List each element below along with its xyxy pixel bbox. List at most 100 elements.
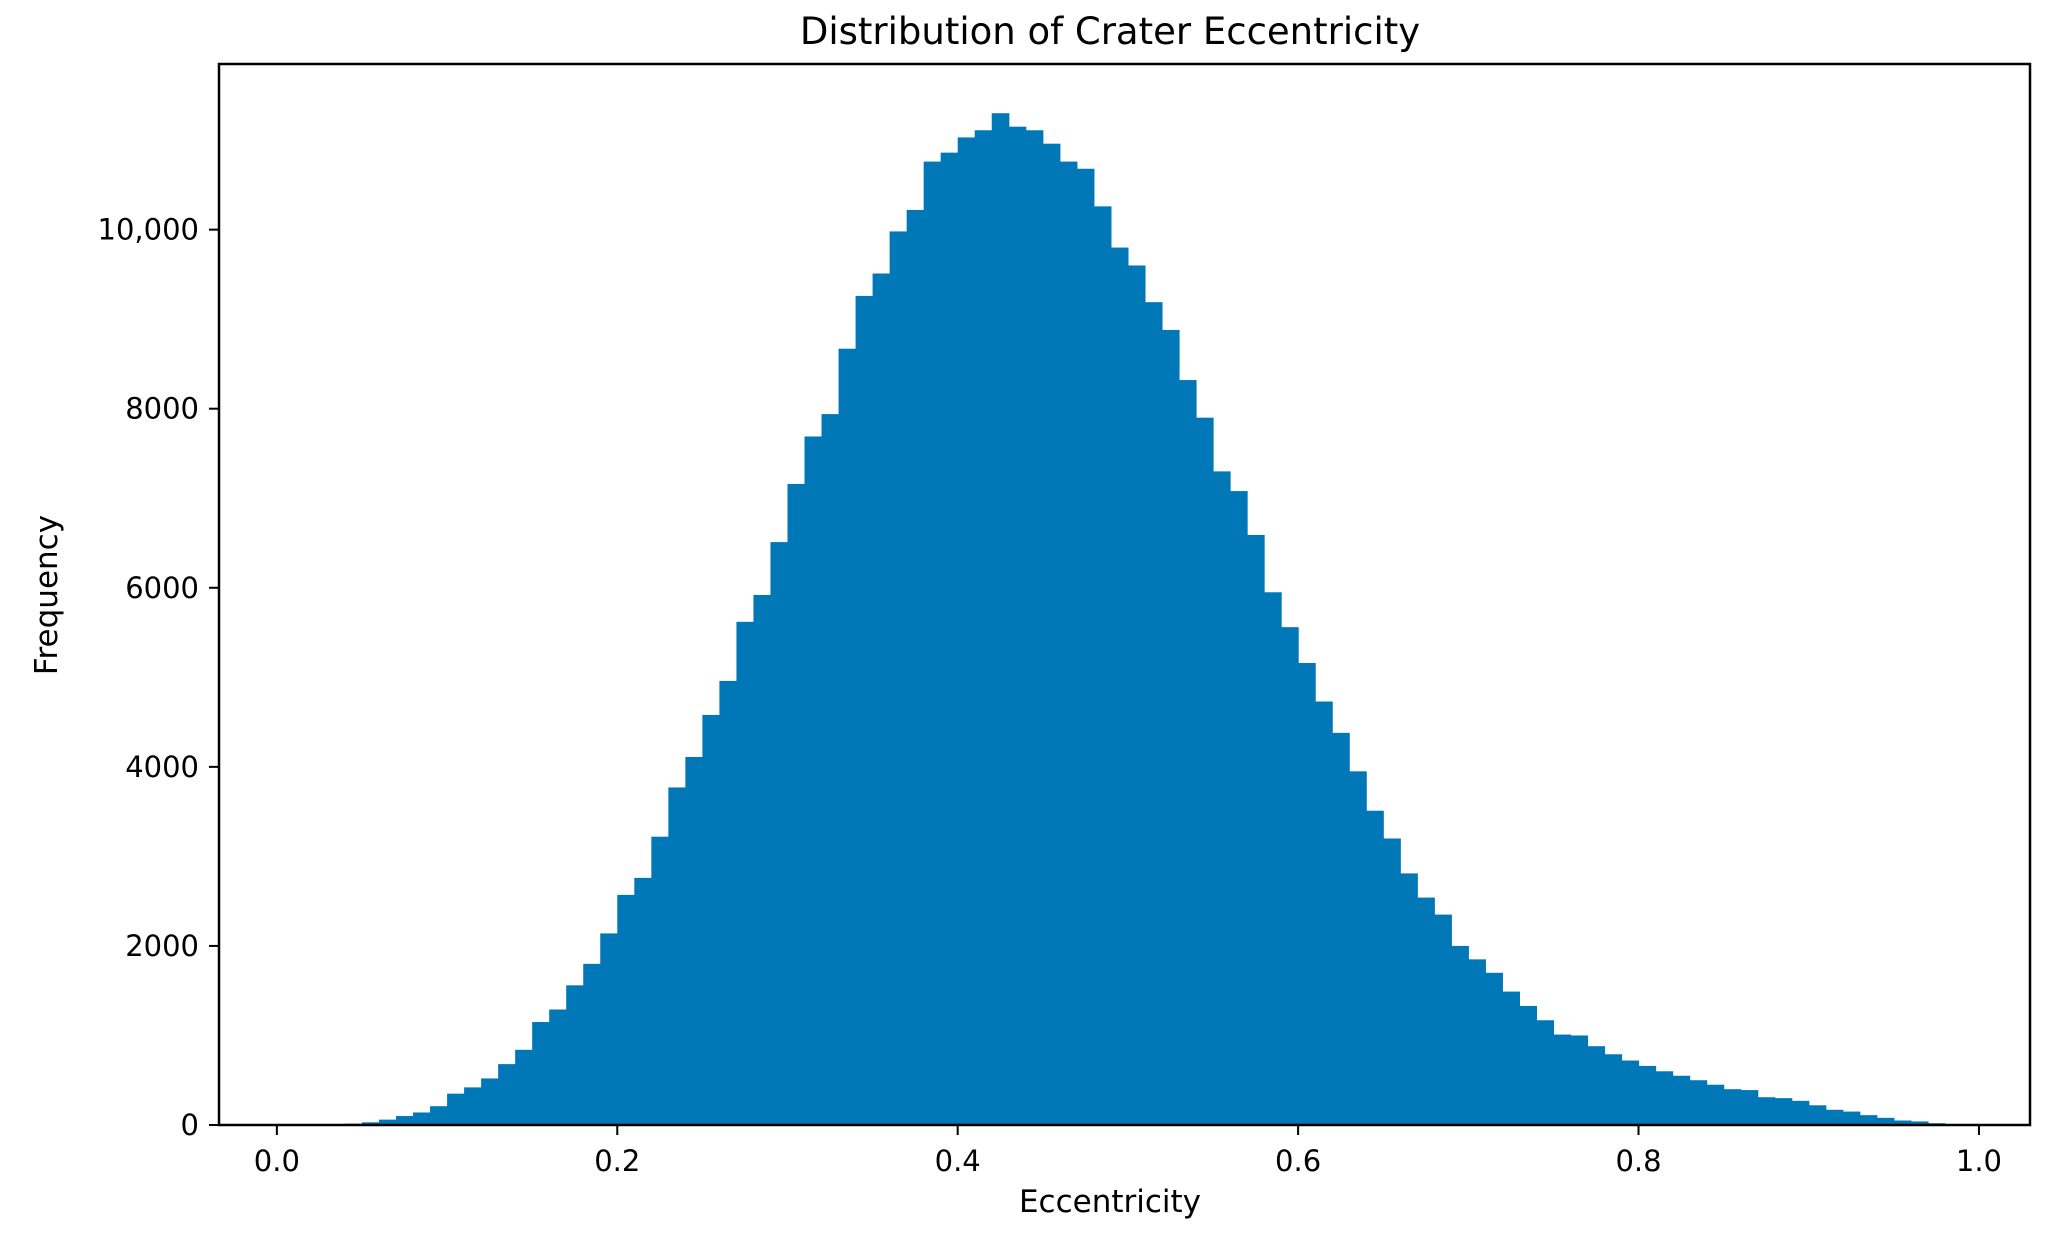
- histogram-bar: [481, 1078, 499, 1125]
- histogram-bar: [1791, 1100, 1810, 1125]
- histogram-bar: [1366, 810, 1384, 1125]
- histogram-bar: [1808, 1105, 1827, 1125]
- histogram-bar: [940, 152, 959, 1125]
- histogram-bar: [702, 714, 721, 1125]
- histogram-bar: [430, 1106, 448, 1125]
- y-tick-label: 2000: [125, 929, 199, 963]
- histogram-bar: [719, 680, 738, 1125]
- histogram-bar: [804, 436, 823, 1126]
- histogram-bar: [736, 621, 755, 1125]
- x-tick-label: 0.4: [935, 1144, 981, 1178]
- y-tick-label: 6000: [125, 571, 199, 605]
- histogram-bar: [1672, 1075, 1691, 1125]
- histogram-bar: [1519, 1005, 1537, 1125]
- x-tick-label: 0.6: [1275, 1144, 1321, 1178]
- histogram-bar: [1451, 945, 1469, 1125]
- histogram-bar: [1298, 662, 1316, 1125]
- x-tick-label: 0.2: [594, 1144, 640, 1178]
- histogram-bar: [1213, 471, 1231, 1125]
- histogram-bar: [1247, 534, 1265, 1125]
- histogram-bar: [991, 113, 1010, 1126]
- histogram-bar: [1025, 130, 1044, 1125]
- histogram-bar: [1553, 1034, 1572, 1125]
- histogram-bar: [974, 130, 993, 1125]
- x-tick-label: 0.8: [1615, 1144, 1661, 1178]
- histogram-bar: [957, 137, 976, 1126]
- histogram-bar: [413, 1112, 431, 1125]
- histogram-bar: [1230, 491, 1248, 1126]
- histogram-bar: [889, 231, 908, 1125]
- y-tick-label: 8000: [125, 392, 199, 426]
- histogram-bar: [1008, 126, 1027, 1126]
- histogram-bar: [1383, 838, 1401, 1125]
- histogram-bar: [1757, 1097, 1776, 1125]
- histogram-bar: [1893, 1120, 1912, 1125]
- histogram-bar: [1604, 1054, 1623, 1125]
- histogram-bar: [651, 836, 669, 1125]
- histogram-bar: [532, 1022, 550, 1125]
- histogram-bar: [668, 787, 686, 1125]
- y-tick-label: 0: [181, 1108, 199, 1142]
- histogram-bar: [1774, 1098, 1793, 1125]
- histogram-bar: [447, 1093, 465, 1125]
- histogram-bar: [396, 1116, 414, 1125]
- histogram-bar: [1723, 1089, 1742, 1125]
- histogram-bar: [1144, 302, 1163, 1125]
- histogram-bar: [770, 542, 789, 1125]
- histogram-bar: [787, 483, 806, 1125]
- histogram-bar: [685, 757, 703, 1125]
- histogram-bar: [923, 161, 942, 1126]
- histogram-bar: [617, 894, 635, 1125]
- histogram-bar: [872, 273, 891, 1125]
- histogram-bar: [1485, 972, 1503, 1125]
- histogram-bar: [855, 295, 874, 1125]
- histogram-bar: [753, 594, 772, 1125]
- histogram-bar: [1536, 1020, 1555, 1125]
- histogram-bar: [1195, 417, 1214, 1125]
- histogram-bar: [1315, 701, 1333, 1125]
- histogram-bar: [1825, 1109, 1844, 1125]
- histogram-bar: [1076, 168, 1095, 1125]
- histogram-bar: [1910, 1121, 1929, 1125]
- histogram-bar: [1161, 329, 1180, 1125]
- y-tick-label: 10,000: [98, 213, 199, 247]
- x-axis-label: Eccentricity: [1019, 1184, 1201, 1220]
- histogram-bar: [549, 1009, 567, 1125]
- histogram-bar: [1400, 873, 1418, 1125]
- histogram-bar: [1621, 1060, 1640, 1125]
- histogram-bar: [1740, 1090, 1759, 1125]
- y-axis-ticks: 0 2000 4000 6000 8000 10,000: [98, 213, 219, 1142]
- histogram-bar: [1178, 380, 1197, 1125]
- histogram-bar: [1842, 1111, 1861, 1125]
- histogram-bar: [498, 1064, 516, 1125]
- histogram-bar: [1859, 1115, 1878, 1125]
- histogram-bar: [464, 1087, 482, 1125]
- histogram-bar: [361, 1122, 380, 1125]
- histogram-bar: [1689, 1080, 1708, 1125]
- histogram-bar: [583, 963, 601, 1125]
- histogram-bar: [821, 414, 840, 1126]
- histogram-bar: [1468, 959, 1486, 1125]
- histogram-bar: [1127, 265, 1146, 1126]
- x-tick-label: 0.0: [254, 1144, 300, 1178]
- histogram-bar: [1417, 897, 1435, 1125]
- histogram-bar: [1434, 914, 1452, 1125]
- histogram-bar: [1093, 206, 1112, 1126]
- chart-title: Distribution of Crater Eccentricity: [800, 10, 1420, 53]
- histogram-bar: [1570, 1035, 1589, 1125]
- histogram-bar: [1706, 1084, 1725, 1125]
- histogram-bar: [378, 1119, 397, 1125]
- histogram-bar: [1281, 627, 1299, 1125]
- histogram-bar: [1638, 1065, 1657, 1125]
- histogram-bar: [1876, 1117, 1895, 1125]
- plot-frame: [217, 62, 2032, 1127]
- y-tick-label: 4000: [125, 750, 199, 784]
- histogram-bar: [515, 1049, 533, 1125]
- histogram-bar: [634, 877, 652, 1125]
- y-axis-label: Frequency: [29, 515, 65, 675]
- x-axis-ticks: 0.0 0.2 0.4 0.6 0.8 1.0: [254, 1125, 2002, 1178]
- histogram-bar: [1587, 1046, 1606, 1125]
- histogram-bar: [1349, 771, 1367, 1125]
- histogram-bar: [1110, 247, 1129, 1126]
